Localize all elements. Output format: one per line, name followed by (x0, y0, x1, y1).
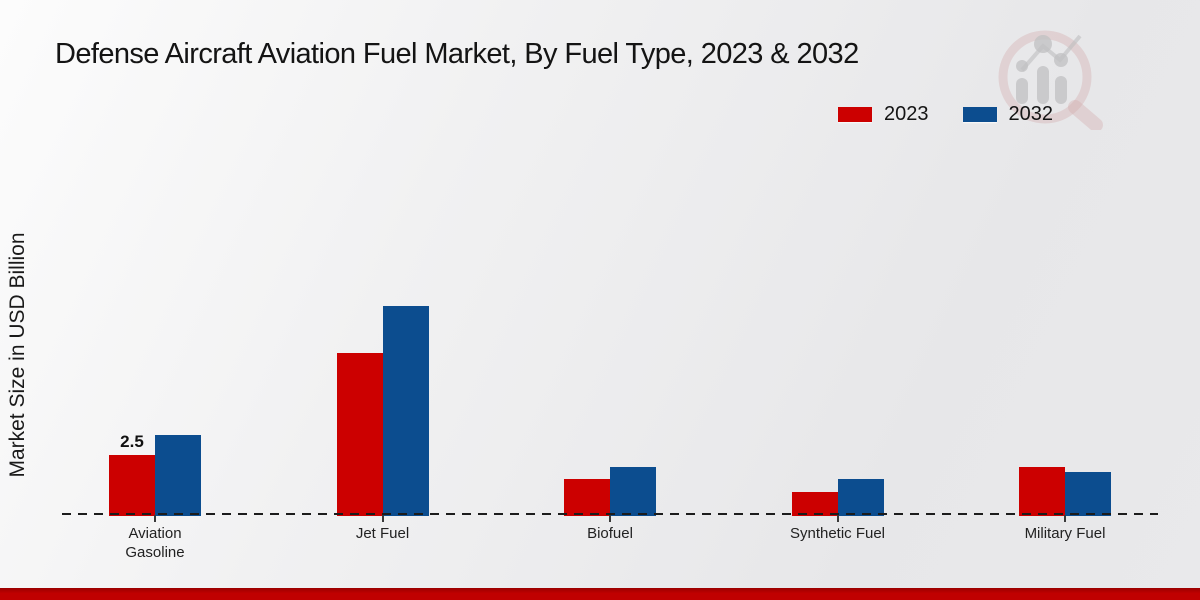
x-axis-tick (1064, 515, 1066, 522)
bar-value-label: 2.5 (120, 432, 144, 451)
bar-2032-aviation-gasoline (155, 435, 201, 516)
bar-2023-jet-fuel (336, 352, 383, 516)
x-axis-tick (836, 515, 839, 522)
category-label-jet-fuel: Jet Fuel (355, 525, 410, 542)
legend-item-2032: 2032 (962, 103, 1054, 126)
bar-2032-military-fuel (1065, 472, 1111, 516)
category-label-aviation-gasoline: Aviation Gasoline (125, 525, 185, 561)
x-axis-tick (609, 515, 611, 522)
page-title: Defense Aircraft Aviation Fuel Market, B… (55, 38, 859, 70)
bar-2023-biofuel (564, 479, 610, 516)
bar-2023-synthetic-fuel (791, 491, 838, 516)
legend-swatch-2023 (838, 107, 872, 122)
legend-label-2032: 2032 (1008, 103, 1054, 125)
bar-2032-biofuel (610, 467, 656, 516)
legend-label-2023: 2023 (884, 103, 929, 125)
magnifier-bar-chart-logo-icon (998, 30, 1103, 130)
bar-2032-jet-fuel (382, 306, 429, 516)
bar-2023-aviation-gasoline (109, 455, 155, 516)
category-label-synthetic-fuel: Synthetic Fuel (789, 525, 886, 542)
category-label-biofuel: Biofuel (587, 525, 633, 542)
legend-swatch-2032 (962, 107, 997, 122)
bar-2023-military-fuel (1019, 467, 1065, 516)
footer-accent-bar (0, 588, 1200, 600)
legend-item-2023: 2023 (838, 103, 929, 126)
legend: 2023 2032 (838, 103, 1053, 126)
category-label-military-fuel: Military Fuel (1024, 525, 1106, 542)
baseline-dashed-line (62, 513, 1158, 515)
bar-2032-synthetic-fuel (837, 479, 884, 516)
x-axis-tick (381, 515, 384, 522)
x-axis-tick (154, 515, 156, 522)
